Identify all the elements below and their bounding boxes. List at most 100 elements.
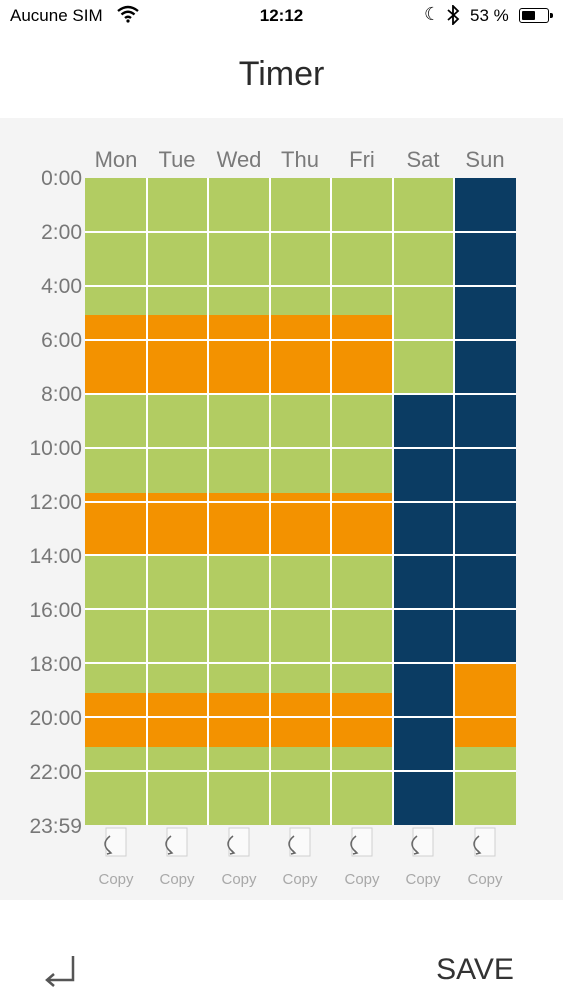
schedule-block-fri-comfort[interactable]	[331, 393, 394, 494]
schedule-block-tue-comfort[interactable]	[146, 393, 209, 494]
copy-icon	[165, 827, 188, 857]
grid-hour-line	[85, 338, 516, 341]
status-bar: Aucune SIM 12:12 ☾ 53 %	[0, 0, 563, 34]
time-label-22: 22:00	[29, 761, 82, 784]
schedule-block-mon-eco[interactable]	[85, 315, 148, 394]
schedule-block-tue-eco[interactable]	[146, 315, 209, 394]
grid-hour-line	[85, 284, 516, 287]
schedule-block-fri-comfort[interactable]	[331, 178, 394, 316]
grid-hour-line	[85, 770, 516, 773]
copy-button-thu[interactable]: Copy	[272, 826, 328, 892]
grid-hour-line	[85, 554, 516, 557]
schedule-block-mon-eco[interactable]	[85, 493, 148, 556]
battery-percent: 53 %	[470, 6, 509, 25]
copy-button-tue[interactable]: Copy	[149, 826, 205, 892]
grid-hour-line	[85, 446, 516, 449]
time-label-6: 6:00	[41, 329, 82, 352]
day-header-thu: Thu	[281, 147, 319, 172]
copy-icon	[411, 827, 434, 857]
schedule-block-wed-comfort[interactable]	[208, 178, 271, 316]
schedule-block-thu-eco[interactable]	[269, 493, 332, 556]
copy-label: Copy	[221, 871, 257, 888]
schedule-block-mon-eco[interactable]	[85, 692, 148, 747]
schedule-block-tue-eco[interactable]	[146, 692, 209, 747]
schedule-block-fri-comfort[interactable]	[331, 555, 394, 693]
schedule-block-sun-eco[interactable]	[454, 663, 516, 747]
copy-label: Copy	[282, 871, 318, 888]
copy-label: Copy	[467, 871, 503, 888]
schedule-block-tue-comfort[interactable]	[146, 178, 209, 316]
schedule-block-sun-comfort[interactable]	[454, 746, 516, 825]
schedule-block-mon-comfort[interactable]	[85, 555, 148, 693]
wifi-icon	[117, 5, 139, 23]
schedule-block-tue-comfort[interactable]	[146, 746, 209, 825]
time-label-12: 12:00	[29, 491, 82, 514]
day-header-mon: Mon	[94, 147, 138, 172]
schedule-block-thu-eco[interactable]	[269, 692, 332, 747]
copy-button-fri[interactable]: Copy	[334, 826, 390, 892]
schedule-block-wed-comfort[interactable]	[208, 746, 271, 825]
schedule-block-fri-eco[interactable]	[331, 315, 394, 394]
time-label-20: 20:00	[29, 707, 82, 730]
schedule-block-thu-comfort[interactable]	[269, 746, 332, 825]
grid-hour-line	[85, 716, 516, 719]
grid-hour-line	[85, 608, 516, 611]
schedule-block-wed-eco[interactable]	[208, 315, 271, 394]
schedule-block-fri-eco[interactable]	[331, 493, 394, 556]
copy-label: Copy	[159, 871, 195, 888]
back-button[interactable]	[40, 950, 80, 990]
day-header-sun: Sun	[465, 147, 505, 172]
schedule-block-wed-eco[interactable]	[208, 692, 271, 747]
schedule-grid[interactable]	[85, 178, 516, 825]
copy-button-wed[interactable]: Copy	[211, 826, 267, 892]
day-header-fri: Fri	[349, 147, 375, 172]
schedule-block-tue-comfort[interactable]	[146, 555, 209, 693]
copy-icon	[473, 827, 496, 857]
copy-label: Copy	[98, 871, 134, 888]
time-label-2: 2:00	[41, 221, 82, 244]
schedule-block-mon-comfort[interactable]	[85, 746, 148, 825]
copy-icon	[104, 827, 127, 857]
schedule-block-wed-comfort[interactable]	[208, 555, 271, 693]
time-label-10: 10:00	[29, 437, 82, 460]
copy-icon	[350, 827, 373, 857]
time-label-8: 8:00	[41, 383, 82, 406]
schedule-block-thu-comfort[interactable]	[269, 393, 332, 494]
bluetooth-icon	[447, 5, 460, 25]
copy-label: Copy	[405, 871, 441, 888]
schedule-block-mon-comfort[interactable]	[85, 178, 148, 316]
grid-hour-line	[85, 662, 516, 665]
carrier-label: Aucune SIM	[10, 6, 103, 25]
grid-hour-line	[85, 230, 516, 233]
status-time: 12:12	[259, 6, 304, 25]
schedule-block-fri-comfort[interactable]	[331, 746, 394, 825]
return-arrow-icon	[45, 956, 75, 987]
moon-icon: ☾	[424, 4, 441, 24]
schedule-block-thu-eco[interactable]	[269, 315, 332, 394]
page-title: Timer	[238, 55, 325, 93]
schedule-block-mon-comfort[interactable]	[85, 393, 148, 494]
time-label-18: 18:00	[29, 653, 82, 676]
time-label-14: 14:00	[29, 545, 82, 568]
time-label-4: 4:00	[41, 275, 82, 298]
copy-label: Copy	[344, 871, 380, 888]
schedule-block-fri-eco[interactable]	[331, 692, 394, 747]
schedule-block-thu-comfort[interactable]	[269, 178, 332, 316]
schedule-block-wed-eco[interactable]	[208, 493, 271, 556]
schedule-block-wed-comfort[interactable]	[208, 393, 271, 494]
time-label-16: 16:00	[29, 599, 82, 622]
copy-icon	[227, 827, 250, 857]
battery-icon	[519, 8, 553, 23]
copy-button-sun[interactable]: Copy	[457, 826, 513, 892]
schedule-block-tue-eco[interactable]	[146, 493, 209, 556]
time-label-2359: 23:59	[29, 815, 82, 838]
save-button[interactable]: SAVE	[436, 953, 514, 986]
schedule-block-sun-off[interactable]	[454, 178, 516, 664]
day-header-wed: Wed	[216, 147, 262, 172]
day-header-tue: Tue	[158, 147, 196, 172]
copy-button-mon[interactable]: Copy	[88, 826, 144, 892]
grid-hour-line	[85, 500, 516, 503]
schedule-block-thu-comfort[interactable]	[269, 555, 332, 693]
copy-button-sat[interactable]: Copy	[395, 826, 451, 892]
time-label-0: 0:00	[41, 167, 82, 190]
